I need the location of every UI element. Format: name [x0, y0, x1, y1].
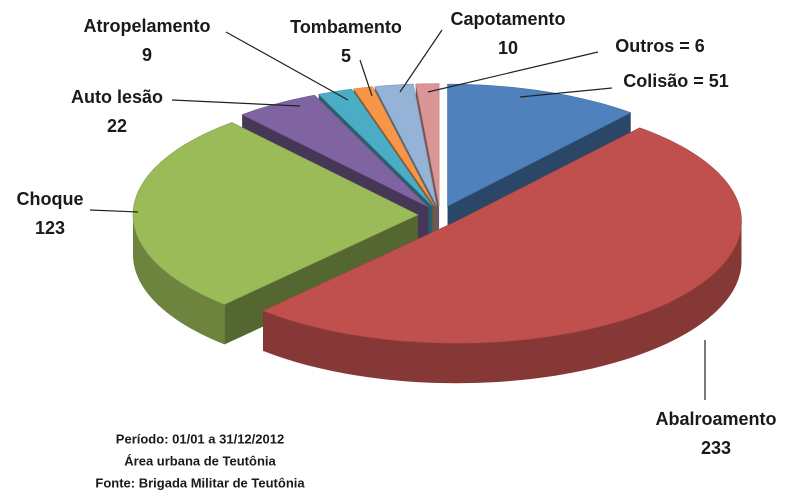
slice: [132, 122, 419, 305]
data-label: 5: [341, 46, 351, 66]
leader-line: [359, 59, 373, 97]
category-label: Atropelamento: [83, 16, 210, 36]
data-label: Outros = 6: [615, 36, 705, 56]
data-label: 10: [498, 38, 518, 58]
footnote: Período: 01/01 a 31/12/2012: [116, 431, 284, 446]
leader-line: [519, 87, 613, 98]
leader-line: [89, 209, 139, 213]
labels: Colisão = 51 Abalroamento 233 Choque 123 Auto…: [17, 9, 777, 458]
slice: [353, 86, 435, 207]
footnote: Fonte: Brigada Militar de Teutônia: [95, 475, 305, 490]
leader-line: [399, 29, 443, 93]
category-label: Tombamento: [290, 17, 402, 37]
slice-side: [263, 221, 742, 384]
slice: [415, 83, 440, 206]
slice: [374, 83, 437, 206]
slice: [318, 88, 433, 207]
category-label: Auto lesão: [71, 87, 163, 107]
leader-line: [225, 31, 349, 101]
data-label: 123: [35, 218, 65, 238]
data-label: 9: [142, 45, 152, 65]
category-label: Choque: [17, 189, 84, 209]
pie: [132, 83, 742, 384]
slice: [262, 127, 742, 344]
footnote: Área urbana de Teutônia: [124, 453, 276, 468]
leader-line: [427, 51, 599, 93]
data-label: 22: [107, 116, 127, 136]
category-label: Abalroamento: [655, 409, 776, 429]
leader-line: [171, 99, 301, 107]
data-label: 233: [701, 438, 731, 458]
data-label: Colisão = 51: [623, 71, 729, 91]
slice: [447, 83, 632, 207]
slice: [241, 94, 429, 208]
slice-side: [133, 214, 225, 345]
category-label: Capotamento: [450, 9, 565, 29]
